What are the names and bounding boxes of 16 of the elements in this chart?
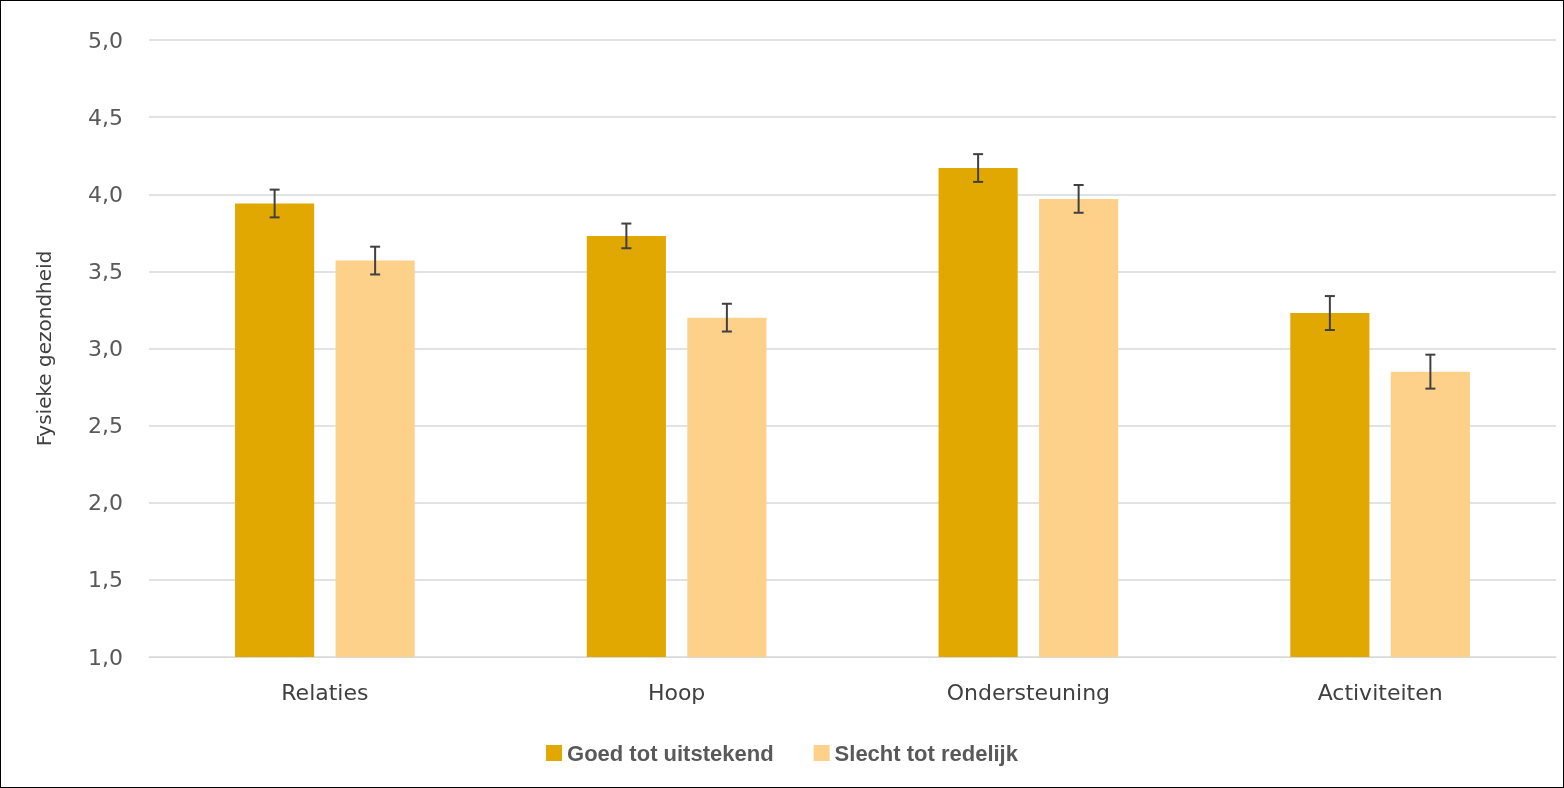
- x-tick-label: Hoop: [647, 679, 706, 705]
- y-tick-label: 1,5: [88, 567, 123, 593]
- y-axis-title: Fysieke gezondheid: [32, 250, 56, 447]
- y-tick-label: 3,0: [88, 336, 123, 361]
- y-tick-label: 2,0: [88, 490, 123, 516]
- legend-label: Slecht tot redelijk: [834, 740, 1019, 766]
- x-tick-label: Ondersteuning: [946, 679, 1111, 705]
- y-tick-label: 2,5: [88, 413, 123, 439]
- y-tick-label: 4,0: [88, 181, 123, 207]
- x-tick-label: Activiteiten: [1317, 679, 1443, 705]
- x-tick-label: Relaties: [281, 679, 369, 705]
- y-tick-label: 3,5: [88, 258, 123, 284]
- y-tick-label: 4,5: [88, 104, 123, 130]
- y-tick-label: 5,0: [88, 27, 123, 53]
- legend-label: Goed tot uitstekend: [567, 740, 774, 766]
- y-tick-label: 1,0: [88, 644, 123, 670]
